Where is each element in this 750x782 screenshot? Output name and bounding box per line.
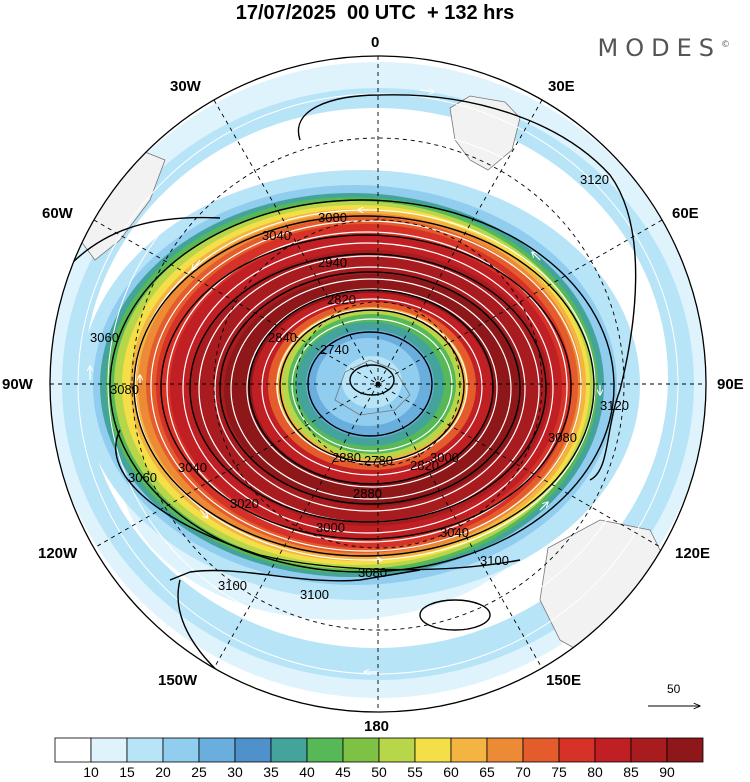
contour-label: 2740	[320, 342, 349, 357]
colorbar-swatch	[630, 737, 668, 763]
contour-label: 3080	[318, 210, 347, 225]
lon-label-30e: 30E	[548, 78, 575, 95]
colorbar-swatch	[234, 737, 272, 763]
colorbar-tick-label: 90	[659, 764, 675, 780]
colorbar-tick-label: 30	[227, 764, 243, 780]
contour-label: 3020	[230, 496, 259, 511]
colorbar-swatch	[486, 737, 524, 763]
contour-label: 2820	[410, 458, 439, 473]
lon-label-150e: 150E	[546, 672, 582, 689]
colorbar-tick-label: 15	[119, 764, 135, 780]
contour-label: 3100	[480, 553, 509, 568]
contour-label: 3100	[218, 578, 247, 593]
reference-vector-label: 50	[667, 682, 681, 696]
map-boundary	[49, 55, 707, 713]
colorbar-swatch	[342, 737, 380, 763]
contour-label: 2880	[332, 450, 361, 465]
colorbar-tick-label: 10	[83, 764, 99, 780]
colorbar-swatch	[522, 737, 560, 763]
colorbar-tick-label: 35	[263, 764, 279, 780]
colorbar-tick-label: 20	[155, 764, 171, 780]
contour-label: 3060	[128, 470, 157, 485]
lon-label-90e: 90E	[717, 376, 744, 393]
lon-label-120e: 120E	[675, 545, 711, 562]
colorbar-tick-label: 65	[479, 764, 495, 780]
contour-label: 3040	[440, 525, 469, 540]
contour-label: 3060	[90, 330, 119, 345]
colorbar-tick-label: 45	[335, 764, 351, 780]
lon-label-0: 0	[371, 34, 380, 51]
map-title: 17/07/2025 00 UTC + 132 hrs	[235, 2, 515, 24]
colorbar-swatch	[378, 737, 416, 763]
colorbar-tick-label: 85	[623, 764, 639, 780]
contour-label: 2780	[364, 453, 393, 468]
lon-label-60e: 60E	[672, 205, 699, 222]
colorbar-swatch	[414, 737, 452, 763]
height-contours	[69, 94, 637, 691]
colorbar-tick-label: 25	[191, 764, 207, 780]
brand-logo: MODES©	[597, 34, 730, 62]
lon-label-150w: 150W	[158, 672, 198, 689]
colorbar-swatch	[306, 737, 344, 763]
colorbar-swatch	[450, 737, 488, 763]
colorbar-swatch	[126, 737, 164, 763]
colorbar-tick-label: 80	[587, 764, 603, 780]
contour-label: 3120	[580, 172, 609, 187]
colorbar-swatch	[666, 737, 704, 763]
contour-label: 2840	[268, 330, 297, 345]
colorbar-tick-label: 40	[299, 764, 315, 780]
colorbar-tick-label: 70	[515, 764, 531, 780]
contour-label: 3100	[300, 587, 329, 602]
contour-label: 3040	[178, 460, 207, 475]
lon-label-30w: 30W	[170, 78, 201, 95]
colorbar-swatch	[594, 737, 632, 763]
colorbar-swatch	[54, 737, 92, 763]
colorbar-tick-label: 50	[371, 764, 387, 780]
colorbar-swatch	[270, 737, 308, 763]
contour-label: 2820	[327, 292, 356, 307]
graticule	[50, 56, 706, 712]
contour-label: 3000	[430, 450, 459, 465]
colorbar-tick-label: 75	[551, 764, 567, 780]
streamline-arrows	[90, 90, 660, 672]
contour-label: 3080	[548, 430, 577, 445]
contour-label: 3080	[358, 565, 387, 580]
contour-label: 3120	[600, 398, 629, 413]
colorbar	[54, 737, 704, 763]
lon-label-180: 180	[364, 718, 390, 735]
contour-label: 3080	[110, 382, 139, 397]
lon-label-60w: 60W	[42, 205, 73, 222]
colorbar-swatch	[90, 737, 128, 763]
colorbar-swatch	[558, 737, 596, 763]
contour-label: 2940	[318, 255, 347, 270]
lon-label-120w: 120W	[38, 545, 78, 562]
colorbar-swatch	[198, 737, 236, 763]
lon-label-90w: 90W	[2, 376, 33, 393]
colorbar-swatch	[162, 737, 200, 763]
contour-label: 3000	[316, 520, 345, 535]
contour-label: 3040	[262, 228, 291, 243]
colorbar-tick-label: 55	[407, 764, 423, 780]
colorbar-tick-label: 60	[443, 764, 459, 780]
contour-label: 2880	[353, 486, 382, 501]
